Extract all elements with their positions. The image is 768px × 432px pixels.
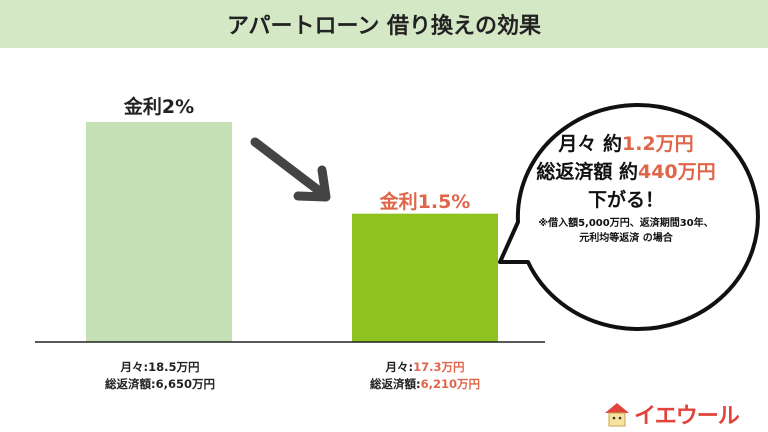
monthly-value: 18.5万円 — [148, 360, 200, 374]
house-icon — [605, 403, 629, 427]
total-saving-label: 総返済額 約 — [536, 161, 638, 183]
monthly-saving-label: 月々 約 — [558, 133, 622, 155]
monthly-value: 17.3万円 — [413, 360, 465, 374]
total-saving-value: 440万円 — [637, 161, 716, 183]
monthly-label: 月々: — [120, 360, 149, 374]
total-value: 6,210万円 — [420, 377, 480, 391]
logo: イエウール — [604, 398, 740, 430]
bar-label-0: 金利2% — [123, 96, 195, 118]
bubble-conclusion: 下がる！ — [587, 189, 664, 211]
detail-1: 月々:17.3万円 総返済額:6,210万円 — [325, 359, 525, 393]
detail-0: 月々:18.5万円 総返済額:6,650万円 — [60, 359, 260, 393]
note-line-1: ※借入額5,000万円、返済期間30年、 — [538, 218, 714, 229]
total-label: 総返済額: — [370, 377, 421, 391]
bar-0 — [86, 122, 232, 342]
total-value: 6,650万円 — [155, 377, 215, 391]
monthly-saving-value: 1.2万円 — [621, 133, 694, 155]
bar-label-1: 金利1.5% — [379, 191, 471, 213]
page-title: アパートローン 借り換えの効果 — [0, 0, 768, 48]
logo-text: イエウール — [634, 404, 740, 429]
note-line-2: 元利均等返済 の場合 — [579, 233, 673, 244]
arrow-icon — [250, 137, 331, 202]
bar-1 — [352, 213, 498, 342]
speech-bubble — [498, 103, 760, 331]
total-label: 総返済額: — [105, 377, 156, 391]
monthly-label: 月々: — [385, 360, 414, 374]
bubble-text: 月々 約1.2万円 総返済額 約440万円 下がる！ ※借入額5,000万円、返… — [510, 130, 742, 246]
